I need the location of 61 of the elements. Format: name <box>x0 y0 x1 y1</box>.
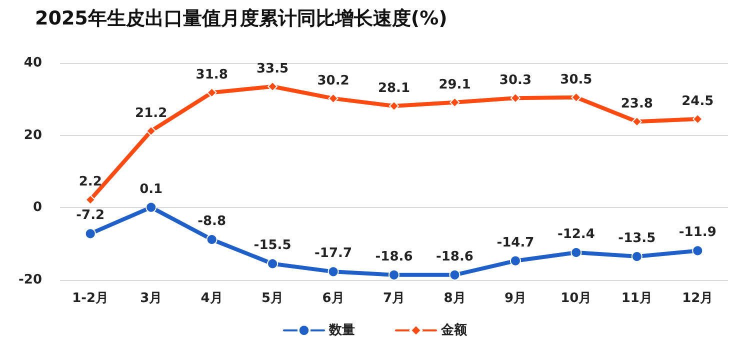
y-tick-label: 20 <box>24 128 42 143</box>
data-label: -18.6 <box>436 249 474 264</box>
point <box>328 266 339 278</box>
data-label: 2.2 <box>78 174 102 190</box>
point <box>388 269 400 280</box>
data-label: -8.8 <box>198 214 226 229</box>
data-label: -12.4 <box>557 227 595 242</box>
data-label: 24.5 <box>682 94 714 110</box>
data-label: 21.2 <box>135 106 168 121</box>
x-tick-label: 10月 <box>560 291 592 306</box>
y-tick-label: 0 <box>32 200 42 216</box>
point <box>571 92 582 102</box>
x-tick-label: 4月 <box>200 291 223 306</box>
x-tick-label: 5月 <box>262 291 284 306</box>
data-label: 30.5 <box>560 72 592 88</box>
y-tick-label: -20 <box>18 272 42 288</box>
point <box>389 101 399 112</box>
x-tick-label: 7月 <box>382 291 406 306</box>
point <box>450 97 460 108</box>
data-label: -15.5 <box>254 238 292 254</box>
point <box>510 255 521 266</box>
x-tick-label: 1-2月 <box>72 291 109 306</box>
chart-title: 2025年生皮出口量值月度累计同比增长速度(%) <box>35 8 448 30</box>
point <box>268 82 278 92</box>
point <box>510 93 520 104</box>
data-label: 23.8 <box>620 96 653 112</box>
x-tick-label: 3月 <box>140 291 162 306</box>
data-label: -7.2 <box>76 208 105 224</box>
data-label: -13.5 <box>618 230 656 246</box>
data-label: 30.2 <box>317 73 350 88</box>
x-tick-label: 6月 <box>322 291 344 306</box>
y-tick-label: 40 <box>24 56 42 70</box>
point <box>146 202 157 213</box>
point <box>206 234 218 245</box>
data-label: 0.1 <box>140 182 163 197</box>
point <box>631 250 642 262</box>
data-label: -18.6 <box>375 249 413 264</box>
point <box>84 228 96 240</box>
point <box>267 258 278 270</box>
data-label: 30.3 <box>499 73 532 88</box>
point <box>692 114 703 124</box>
data-label: 33.5 <box>256 62 289 77</box>
data-label: -17.7 <box>314 246 352 262</box>
point <box>570 247 582 258</box>
x-tick-label: 12月 <box>682 291 714 306</box>
point <box>449 269 460 280</box>
legend-label: 金额 <box>440 322 468 338</box>
point <box>206 88 217 98</box>
data-label: 31.8 <box>196 68 228 83</box>
x-tick-label: 9月 <box>504 291 526 306</box>
data-label: 28.1 <box>378 81 410 96</box>
data-label: 29.1 <box>438 77 471 92</box>
data-label: -14.7 <box>496 235 534 250</box>
data-label: -11.9 <box>678 225 716 240</box>
point <box>328 93 338 104</box>
legend-label: 数量 <box>328 322 355 338</box>
point <box>692 245 704 256</box>
point <box>85 194 96 205</box>
x-tick-label: 11月 <box>621 291 652 306</box>
point <box>632 116 642 127</box>
x-tick-label: 8月 <box>444 291 466 306</box>
